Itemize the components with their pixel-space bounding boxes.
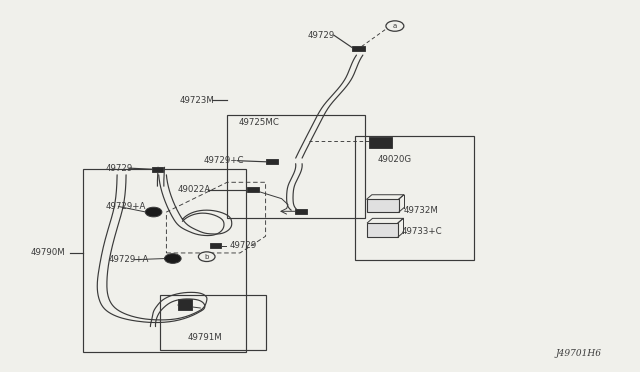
FancyBboxPatch shape <box>367 223 398 237</box>
Text: b: b <box>205 254 209 260</box>
Circle shape <box>145 207 162 217</box>
Text: 49729: 49729 <box>229 241 257 250</box>
Bar <box>355 136 474 260</box>
Text: 49022A: 49022A <box>178 185 211 194</box>
Text: 49790M: 49790M <box>31 248 65 257</box>
Bar <box>295 209 307 214</box>
Text: 49732M: 49732M <box>403 206 438 215</box>
Text: 49729: 49729 <box>307 31 335 40</box>
Text: 49723M: 49723M <box>179 96 214 105</box>
Text: 49020G: 49020G <box>378 155 412 164</box>
Circle shape <box>198 252 215 262</box>
Text: 49729+A: 49729+A <box>109 255 149 264</box>
Bar <box>369 137 392 148</box>
Bar <box>210 243 221 248</box>
Text: 49729: 49729 <box>106 164 133 173</box>
Bar <box>352 45 365 51</box>
Bar <box>160 295 266 350</box>
Circle shape <box>386 21 404 31</box>
Text: 49729+C: 49729+C <box>204 156 244 165</box>
Bar <box>247 187 259 192</box>
FancyBboxPatch shape <box>367 199 399 212</box>
Text: 49791M: 49791M <box>188 333 222 342</box>
Text: J49701H6: J49701H6 <box>556 349 602 358</box>
Text: a: a <box>393 23 397 29</box>
Bar <box>227 115 365 218</box>
Text: 49729+A: 49729+A <box>106 202 146 211</box>
Circle shape <box>164 254 181 263</box>
Text: 49725MC: 49725MC <box>238 118 279 126</box>
Bar <box>152 167 163 172</box>
Bar <box>178 299 192 310</box>
Bar <box>83 169 246 352</box>
Text: 49733+C: 49733+C <box>401 227 442 236</box>
Bar <box>266 159 278 164</box>
